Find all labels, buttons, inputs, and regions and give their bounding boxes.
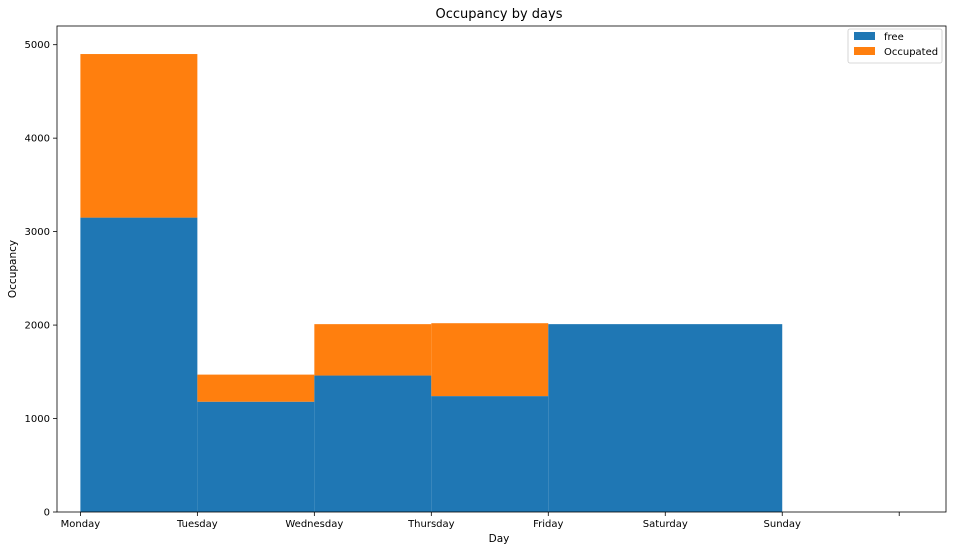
bar-occupated-1: [197, 374, 315, 402]
bar-free-4: [548, 324, 783, 512]
x-tick-label-6: Sunday: [764, 519, 801, 530]
bar-free-3: [431, 396, 549, 512]
legend-label-free: free: [884, 32, 904, 43]
bar-free-1: [197, 401, 315, 512]
y-tick-label-5: 5000: [25, 40, 50, 51]
y-tick-label-1: 1000: [25, 414, 50, 425]
y-tick-label-0: 0: [44, 508, 50, 519]
x-tick-label-2: Wednesday: [285, 519, 343, 530]
legend-swatch-occupated: [854, 47, 875, 55]
y-tick-label-4: 4000: [25, 134, 50, 145]
x-tick-label-5: Saturday: [643, 519, 688, 530]
bars: [80, 54, 783, 512]
y-axis-ticks: 0 1000 2000 3000 4000 5000: [25, 40, 57, 519]
bar-occupated-0: [80, 54, 198, 218]
x-tick-label-4: Friday: [533, 519, 563, 530]
bar-free-2: [314, 375, 432, 512]
y-tick-label-3: 3000: [25, 227, 50, 238]
x-axis-label: Day: [489, 533, 510, 545]
chart-title: Occupancy by days: [436, 7, 563, 22]
bar-occupated-2: [314, 324, 432, 376]
x-tick-label-3: Thursday: [407, 519, 455, 530]
legend-swatch-free: [854, 32, 875, 40]
bar-free-0: [80, 217, 198, 512]
y-axis-label: Occupancy: [7, 240, 19, 298]
x-tick-label-1: Tuesday: [176, 519, 218, 530]
y-tick-label-2: 2000: [25, 321, 50, 332]
x-axis-ticks: Monday Tuesday Wednesday Thursday Friday Satu…: [61, 512, 900, 530]
x-tick-label-0: Monday: [61, 519, 101, 530]
legend-label-occupated: Occupated: [884, 47, 938, 58]
bar-occupated-3: [431, 323, 549, 397]
legend: free Occupated: [847, 28, 943, 64]
plot-frame: [56, 25, 947, 513]
